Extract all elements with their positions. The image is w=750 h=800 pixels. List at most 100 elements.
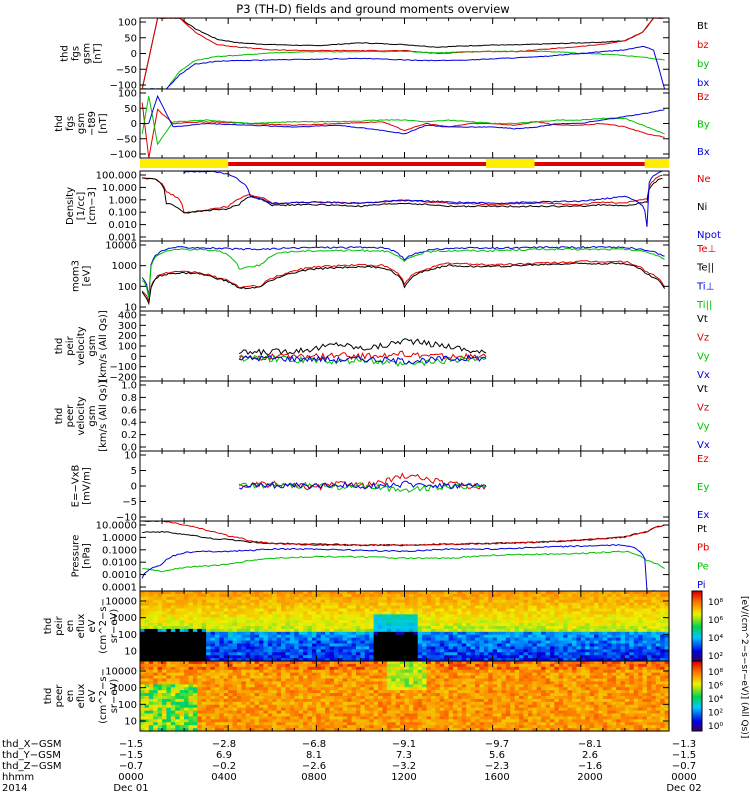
heatmap-cell [338, 719, 344, 723]
heatmap-cell [157, 611, 163, 615]
heatmap-cell [444, 658, 450, 662]
heatmap-cell [364, 713, 370, 718]
heatmap-cell [501, 646, 507, 650]
heatmap-cell [594, 637, 600, 642]
heatmap-cell [307, 661, 313, 665]
heatmap-cell [272, 722, 278, 726]
heatmap-cell [201, 687, 207, 691]
heatmap-cell [589, 593, 595, 598]
heatmap-cell [479, 591, 485, 595]
heatmap-cell [245, 669, 251, 674]
heatmap-cell [541, 620, 547, 624]
heatmap-cell [444, 652, 450, 656]
heatmap-cell [232, 617, 238, 621]
heatmap-cell [232, 728, 238, 732]
heatmap-cell [501, 652, 507, 656]
legend-item: Ey [697, 482, 709, 493]
heatmap-cell [232, 611, 238, 615]
heatmap-cell [492, 652, 498, 656]
colorbar-swatch [692, 631, 702, 634]
heatmap-cell [311, 728, 317, 732]
heatmap-cell [241, 678, 247, 683]
heatmap-cell [223, 681, 229, 685]
heatmap-cell [360, 605, 366, 610]
heatmap-cell [289, 675, 295, 680]
heatmap-cell [369, 614, 375, 618]
heatmap-cell [307, 710, 313, 715]
heatmap-cell [144, 655, 150, 659]
heatmap-cell [201, 678, 207, 683]
heatmap-cell [267, 719, 273, 723]
heatmap-cell [351, 646, 357, 650]
heatmap-cell [219, 643, 225, 648]
heatmap-cell [329, 713, 335, 718]
heatmap-cell [532, 608, 538, 613]
heatmap-cell [166, 620, 172, 624]
heatmap-cell [395, 637, 401, 642]
heatmap-cell [241, 655, 247, 659]
heatmap-cell [580, 623, 586, 627]
heatmap-cell [492, 623, 498, 627]
heatmap-cell [360, 701, 366, 706]
heatmap-cell [391, 658, 397, 662]
heatmap-cell [488, 640, 494, 645]
heatmap-cell [250, 722, 256, 726]
heatmap-cell [236, 628, 242, 633]
heatmap-cell [422, 605, 428, 610]
heatmap-cell [232, 643, 238, 648]
heatmap-cell [439, 617, 445, 621]
heatmap-cell [523, 649, 529, 653]
heatmap-cell [267, 722, 273, 726]
heatmap-cell [303, 719, 309, 723]
heatmap-cell [638, 637, 644, 642]
heatmap-cell [589, 608, 595, 613]
heatmap-cell [153, 663, 159, 668]
heatmap-cell [267, 658, 273, 662]
heatmap-cell [408, 596, 414, 601]
heatmap-cell [448, 655, 454, 659]
heatmap-cell [422, 637, 428, 642]
heatmap-cell [444, 620, 450, 624]
heatmap-cell [232, 623, 238, 627]
heatmap-cell [475, 605, 481, 610]
heatmap-cell [320, 666, 326, 671]
heatmap-cell [624, 602, 630, 607]
heatmap-cell [267, 655, 273, 659]
heatmap-cell [303, 690, 309, 694]
heatmap-cell [382, 649, 388, 653]
heatmap-cell [201, 640, 207, 645]
heatmap-cell [325, 623, 331, 627]
heatmap-cell [148, 602, 154, 607]
heatmap-cell [386, 611, 392, 615]
heatmap-cell [470, 643, 476, 648]
heatmap-cell [338, 626, 344, 630]
heatmap-cell [223, 707, 229, 712]
heatmap-cell [602, 591, 608, 595]
heatmap-cell [333, 602, 339, 607]
heatmap-cell [638, 602, 644, 607]
heatmap-cell [373, 716, 379, 720]
heatmap-cell [188, 593, 194, 598]
heatmap-cell [307, 701, 313, 706]
heatmap-cell [214, 722, 220, 726]
heatmap-cell [276, 719, 282, 723]
heatmap-cell [404, 631, 410, 636]
heatmap-cell [333, 690, 339, 694]
heatmap-cell [267, 663, 273, 668]
heatmap-cell [184, 719, 190, 723]
heatmap-cell [192, 675, 198, 680]
heatmap-cell [563, 599, 569, 604]
heatmap-cell [214, 620, 220, 624]
heatmap-cell [214, 713, 220, 718]
heatmap-cell [360, 602, 366, 607]
heatmap-cell [554, 611, 560, 615]
y-axis-label-line: fgs [65, 116, 76, 131]
heatmap-cell [347, 608, 353, 613]
heatmap-cell [444, 628, 450, 633]
heatmap-cell [452, 617, 458, 621]
heatmap-cell [664, 593, 670, 598]
heatmap-cell [157, 704, 163, 709]
heatmap-cell [554, 593, 560, 598]
heatmap-cell [664, 637, 670, 642]
heatmap-cell [369, 602, 375, 607]
